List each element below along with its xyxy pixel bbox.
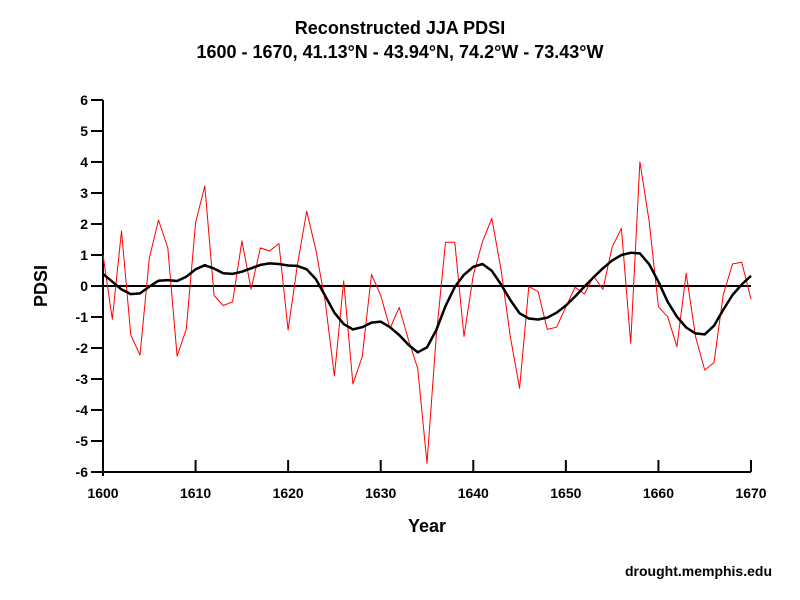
series-line-annual	[102, 161, 752, 464]
x-axis-label: Year	[408, 516, 446, 536]
y-tick-label: 1	[80, 247, 88, 263]
x-tick-label: 1660	[643, 485, 674, 501]
y-tick-label: 0	[80, 278, 88, 294]
y-tick-label: 5	[80, 123, 88, 139]
x-ticks: 1600 1610 1620 1630 1640 1650 1660 1670	[87, 460, 767, 501]
y-ticks: 6 5 4 3 2 1 0 -1 -2 -3 -4 -5 -6	[76, 92, 103, 480]
y-tick-label: 3	[80, 185, 88, 201]
chart-title: Reconstructed JJA PDSI	[295, 18, 505, 38]
y-tick-label: 6	[80, 92, 88, 108]
axes	[102, 100, 751, 476]
x-tick-label: 1670	[735, 485, 766, 501]
y-tick-label: -3	[76, 371, 89, 387]
y-axis-label: PDSI	[31, 265, 51, 307]
y-tick-label: -5	[76, 433, 89, 449]
x-tick-label: 1610	[180, 485, 211, 501]
y-tick-label: -2	[76, 340, 89, 356]
y-tick-label: 4	[80, 154, 88, 170]
y-tick-label: -6	[76, 464, 89, 480]
x-tick-label: 1640	[458, 485, 489, 501]
y-tick-label: -4	[76, 402, 89, 418]
y-tick-label: -1	[76, 309, 89, 325]
x-tick-label: 1620	[273, 485, 304, 501]
y-tick-label: 2	[80, 216, 88, 232]
chart-subtitle: 1600 - 1670, 41.13°N - 43.94°N, 74.2°W -…	[196, 42, 603, 62]
x-tick-label: 1650	[550, 485, 581, 501]
x-tick-label: 1630	[365, 485, 396, 501]
footer-credit: drought.memphis.edu	[625, 563, 772, 579]
x-tick-label: 1600	[87, 485, 118, 501]
series-group	[102, 161, 752, 464]
